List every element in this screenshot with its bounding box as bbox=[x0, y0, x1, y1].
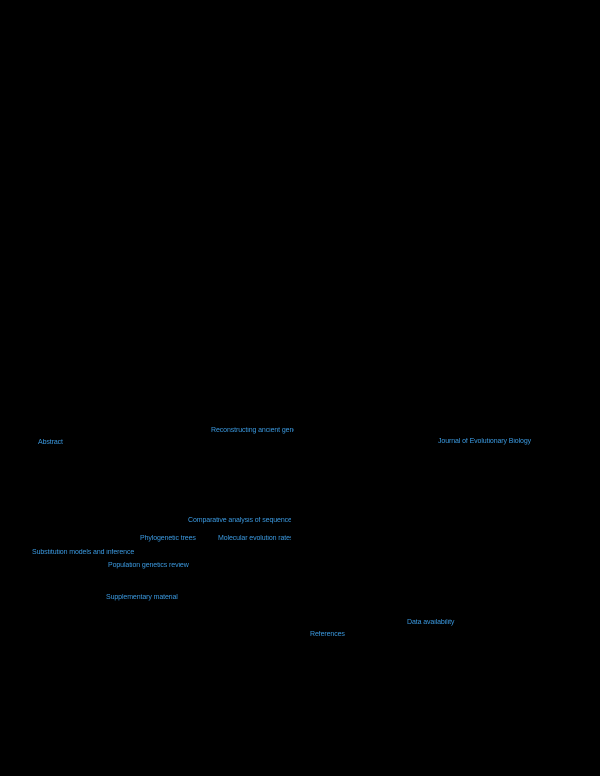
link-text[interactable]: Data availability bbox=[407, 619, 455, 626]
link-text[interactable]: Supplementary material bbox=[106, 594, 178, 601]
link-text[interactable]: Molecular evolution rates bbox=[218, 535, 291, 542]
link-text[interactable]: References bbox=[310, 631, 345, 638]
link-text[interactable]: Journal of Evolutionary Biology bbox=[438, 438, 532, 445]
link-text[interactable]: Comparative analysis of sequences bbox=[188, 517, 291, 524]
link-text[interactable]: Abstract bbox=[38, 439, 63, 446]
link-text[interactable]: Reconstructing ancient genomes bbox=[211, 427, 294, 434]
link-text[interactable]: Phylogenetic trees bbox=[140, 535, 196, 542]
link-text[interactable]: Population genetics review bbox=[108, 562, 189, 569]
link-text[interactable]: Substitution models and inference bbox=[32, 549, 135, 556]
